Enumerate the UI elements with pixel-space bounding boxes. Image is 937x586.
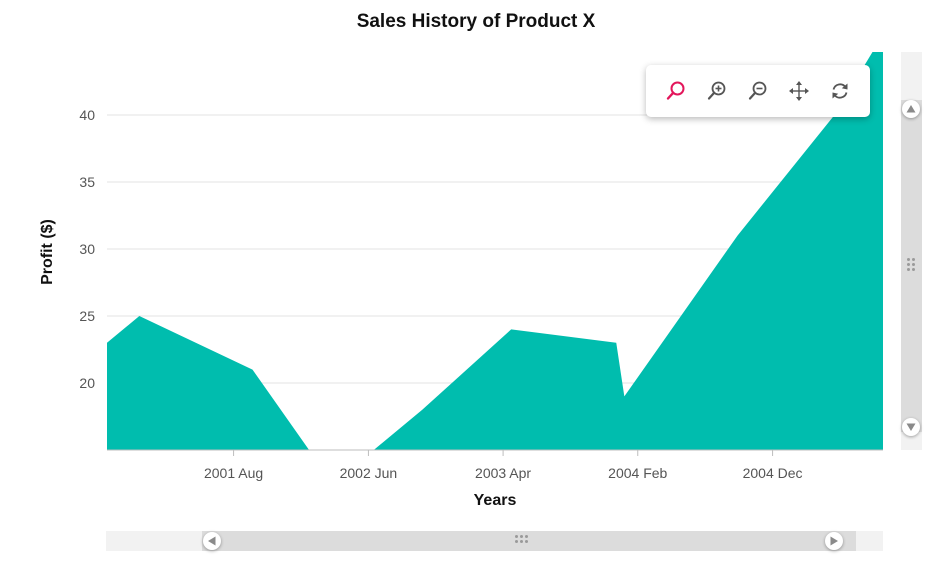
x-tick-label-1: 2002 Jun [340, 465, 398, 481]
vertical-scrollbar[interactable] [901, 52, 922, 450]
scroll-down-button[interactable] [902, 418, 920, 436]
horizontal-scrollbar[interactable] [106, 531, 883, 551]
zoom-button[interactable] [661, 76, 691, 106]
x-tick-labels: 2001 Aug 2002 Jun 2003 Apr 2004 Feb 2004 Dec [204, 450, 803, 481]
x-tick-label-2: 2003 Apr [475, 465, 531, 481]
y-tick-label-25: 25 [79, 308, 95, 324]
y-tick-label-35: 35 [79, 174, 95, 190]
arrow-left-icon [208, 536, 216, 546]
scroll-left-button[interactable] [203, 532, 221, 550]
y-tick-label-20: 20 [79, 375, 95, 391]
chart-title: Sales History of Product X [357, 11, 596, 32]
series-area-0[interactable] [107, 48, 937, 450]
reset-icon [832, 83, 848, 99]
zoom-out-icon [748, 81, 767, 100]
pan-icon [788, 81, 809, 101]
y-tick-labels: 20 25 30 35 40 [79, 107, 95, 391]
arrow-up-icon [906, 105, 916, 113]
x-axis-title: Years [474, 492, 517, 509]
horizontal-scrollbar-thumb[interactable] [202, 531, 856, 551]
pan-button[interactable] [784, 76, 814, 106]
scroll-right-button[interactable] [825, 532, 843, 550]
zoom-out-button[interactable] [743, 76, 773, 106]
y-tick-label-40: 40 [79, 107, 95, 123]
horizontal-grip-icon [515, 535, 528, 543]
zoom-in-button[interactable] [702, 76, 732, 106]
y-tick-label-30: 30 [79, 241, 95, 257]
zoom-icon [667, 81, 685, 100]
x-tick-label-4: 2004 Dec [743, 465, 803, 481]
arrow-down-icon [906, 423, 916, 431]
y-axis-title: Profit ($) [39, 219, 56, 285]
zoom-toolbar [646, 65, 870, 117]
reset-button[interactable] [825, 76, 855, 106]
zoom-in-icon [708, 81, 726, 100]
x-tick-label-0: 2001 Aug [204, 465, 263, 481]
series-area-group [107, 48, 937, 450]
vertical-grip-icon [907, 258, 915, 271]
vertical-scrollbar-thumb[interactable] [901, 100, 922, 432]
arrow-right-icon [830, 536, 838, 546]
x-tick-label-3: 2004 Feb [608, 465, 667, 481]
scroll-up-button[interactable] [902, 100, 920, 118]
